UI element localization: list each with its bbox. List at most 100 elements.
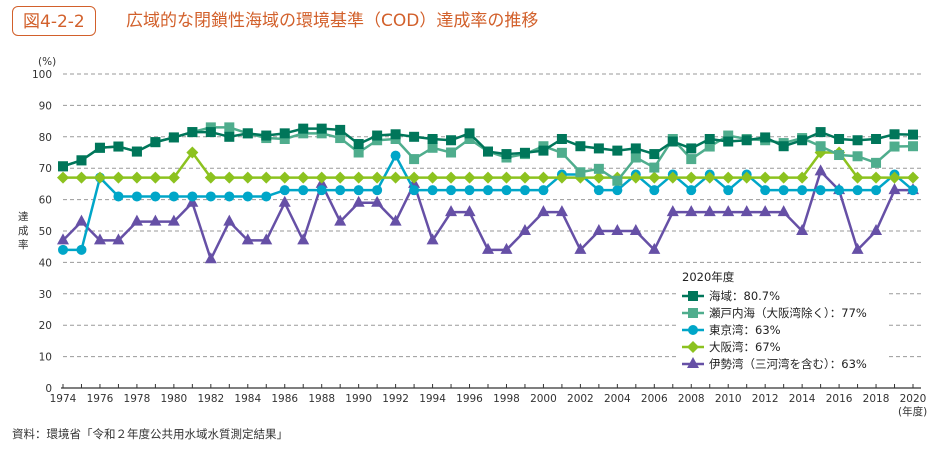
data-point-diamond: [223, 171, 236, 184]
data-point-triangle: [555, 205, 568, 217]
data-point-diamond: [463, 171, 476, 184]
x-tick-label: 2008: [678, 393, 705, 405]
data-point-diamond: [759, 171, 772, 184]
data-point-diamond: [426, 171, 439, 184]
data-point-square: [852, 151, 863, 162]
data-point-circle: [427, 185, 438, 196]
y-axis-label: 達成率: [18, 211, 29, 251]
data-point-square: [778, 141, 789, 152]
data-point-diamond: [315, 171, 328, 184]
data-point-triangle: [629, 224, 642, 235]
data-point-circle: [464, 185, 475, 196]
x-tick-label: 2004: [604, 393, 631, 405]
data-point-square: [649, 149, 660, 160]
x-tick-label: 1984: [234, 393, 261, 405]
x-tick-label: 2018: [863, 393, 890, 405]
legend-label: 伊勢湾（三河湾を含む）：63%: [709, 357, 867, 371]
data-point-square: [427, 142, 438, 153]
data-point-square: [688, 308, 698, 318]
data-point-circle: [483, 185, 493, 196]
data-point-square: [815, 127, 826, 138]
data-point-triangle: [260, 233, 273, 245]
x-tick-label: 2002: [567, 393, 594, 405]
data-point-square: [242, 128, 253, 139]
data-point-triangle: [204, 252, 217, 264]
source-note: 資料：環境省「令和２年度公共用水域水質測定結果」: [12, 427, 288, 441]
data-point-circle: [298, 185, 309, 196]
x-tick-label: 2020: [900, 393, 927, 405]
x-tick-label: 1998: [493, 393, 520, 405]
x-tick-label: 1986: [271, 393, 298, 405]
x-tick-label: 2012: [752, 393, 779, 405]
data-point-triangle: [334, 214, 347, 226]
data-point-square: [871, 133, 882, 144]
x-tick-label: 1976: [87, 393, 114, 405]
legend-label: 瀬戸内海（大阪湾除く）：77%: [709, 306, 867, 320]
data-point-diamond: [851, 171, 864, 184]
legend-label: 海域：80.7%: [709, 289, 780, 303]
data-point-triangle: [685, 205, 698, 217]
data-point-triangle: [777, 205, 790, 217]
x-tick-label: 2006: [641, 393, 668, 405]
x-tick-label: 1988: [308, 393, 335, 405]
data-point-square: [224, 131, 235, 142]
legend-item: 瀬戸内海（大阪湾除く）：77%: [682, 306, 867, 320]
data-point-triangle: [592, 224, 605, 235]
data-point-diamond: [555, 171, 568, 184]
data-point-triangle: [574, 242, 587, 254]
data-point-square: [409, 154, 420, 165]
data-point-circle: [224, 191, 235, 202]
y-tick-label: 20: [39, 320, 52, 332]
data-point-triangle: [687, 357, 699, 368]
data-point-square: [464, 133, 475, 144]
data-point-square: [760, 132, 771, 143]
data-point-circle: [409, 185, 420, 196]
data-point-circle: [205, 191, 216, 202]
data-point-triangle: [482, 242, 494, 254]
data-point-triangle: [389, 214, 402, 226]
data-point-square: [316, 123, 327, 134]
data-point-square: [815, 141, 826, 152]
data-point-triangle: [241, 233, 254, 245]
data-point-triangle: [703, 205, 716, 217]
data-point-circle: [538, 185, 549, 196]
data-point-triangle: [666, 205, 679, 217]
data-point-square: [224, 122, 235, 133]
y-tick-label: 0: [45, 383, 52, 395]
data-point-triangle: [93, 233, 106, 245]
data-point-circle: [390, 150, 401, 161]
data-point-square: [704, 133, 715, 144]
y-tick-label: 40: [39, 257, 52, 269]
data-point-diamond: [592, 171, 605, 184]
data-point-circle: [242, 191, 253, 202]
data-point-square: [686, 143, 697, 154]
data-point-circle: [261, 191, 272, 202]
x-tick-label: 2010: [715, 393, 742, 405]
x-tick-label: 1996: [456, 393, 483, 405]
data-point-circle: [908, 185, 918, 196]
data-point-square: [723, 130, 734, 141]
x-tick-label: 1990: [345, 393, 372, 405]
data-point-triangle: [112, 233, 125, 245]
data-point-square: [279, 133, 290, 144]
y-tick-label: 70: [39, 163, 52, 175]
data-point-triangle: [722, 205, 735, 217]
x-axis: [61, 384, 921, 389]
data-point-diamond: [408, 171, 421, 184]
data-point-square: [612, 175, 623, 186]
data-point-triangle: [371, 195, 384, 207]
x-axis-unit-label: (年度): [898, 405, 927, 418]
data-point-triangle: [149, 214, 162, 226]
data-point-square: [908, 129, 918, 140]
data-point-circle: [815, 185, 826, 196]
data-point-triangle: [851, 242, 864, 254]
y-tick-label: 60: [39, 195, 52, 207]
x-tick-label: 2000: [530, 393, 557, 405]
data-point-diamond: [500, 171, 513, 184]
data-point-diamond: [445, 171, 458, 184]
legend-label: 大阪湾：67%: [709, 340, 781, 354]
data-point-diamond: [57, 171, 69, 184]
data-point-circle: [187, 191, 198, 202]
series-1: [58, 123, 918, 172]
data-point-diamond: [648, 171, 661, 184]
